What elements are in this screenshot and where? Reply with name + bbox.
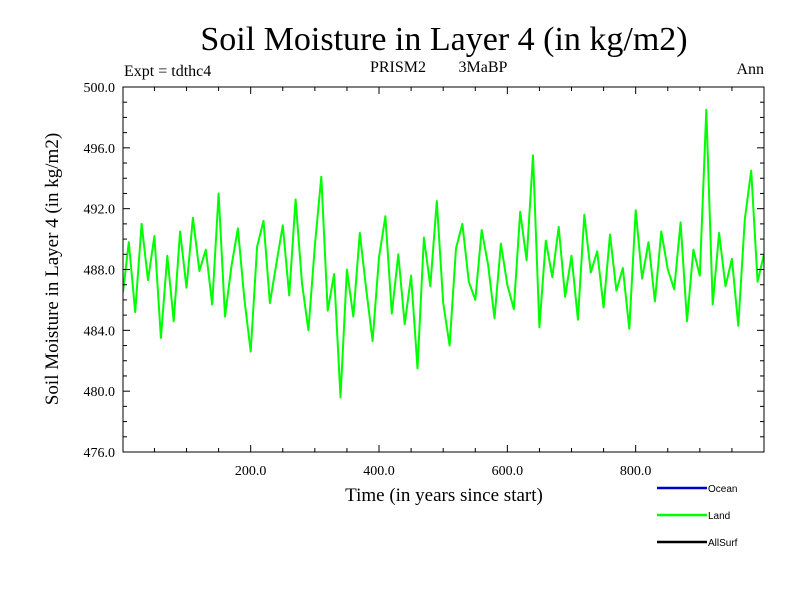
y-tick-label: 476.0 bbox=[84, 446, 116, 461]
y-tick-label: 488.0 bbox=[84, 264, 116, 279]
experiment-label: Expt = tdthc4 bbox=[124, 63, 211, 80]
y-tick-label: 496.0 bbox=[84, 142, 116, 157]
y-tick-label: 492.0 bbox=[84, 203, 116, 218]
x-tick-label: 800.0 bbox=[620, 464, 652, 479]
season-label: Ann bbox=[736, 61, 764, 78]
y-tick-label: 500.0 bbox=[84, 81, 116, 96]
prism-label: PRISM2 bbox=[370, 59, 426, 76]
legend-label-ocean: Ocean bbox=[708, 484, 737, 495]
x-axis-label: Time (in years since start) bbox=[345, 485, 543, 506]
plot-area: 476.0 480.0 484.0 488.0 492.0 496.0 500.0 200.0… bbox=[84, 81, 765, 479]
x-tick-label: 200.0 bbox=[235, 464, 267, 479]
y-tick-label: 480.0 bbox=[84, 385, 116, 400]
y-tick-label: 484.0 bbox=[84, 324, 116, 339]
y-axis-label: Soil Moisture in Layer 4 (in kg/m2) bbox=[42, 133, 63, 405]
legend-label-land: Land bbox=[708, 511, 730, 522]
x-tick-label: 400.0 bbox=[363, 464, 395, 479]
chart-title: Soil Moisture in Layer 4 (in kg/m2) bbox=[200, 21, 687, 58]
period-label: 3MaBP bbox=[459, 59, 508, 76]
legend-label-allsurf: AllSurf bbox=[708, 538, 738, 549]
axis-ticks: 476.0 480.0 484.0 488.0 492.0 496.0 500.0 200.0… bbox=[84, 81, 765, 479]
land-series-line bbox=[123, 108, 764, 399]
legend: Ocean Land AllSurf bbox=[657, 484, 738, 549]
x-tick-label: 600.0 bbox=[492, 464, 524, 479]
